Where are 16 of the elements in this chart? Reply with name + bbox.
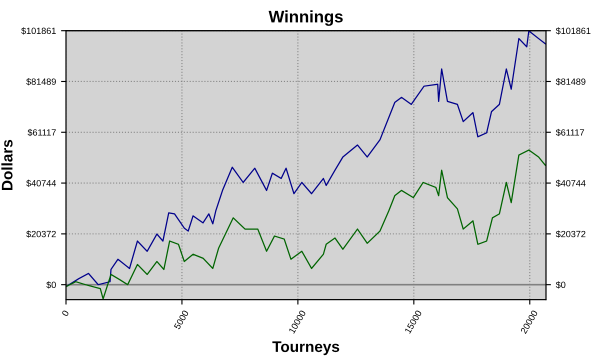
y-tick-label: $61117 [28, 128, 56, 136]
y2-tick-label: $20372 [556, 230, 586, 238]
y2-tick-label: $0 [556, 281, 566, 289]
chart-title: Winnings [268, 10, 343, 26]
x-axis-title: Tourneys [272, 341, 340, 356]
y2-tick-label: $81489 [556, 78, 586, 86]
y2-tick-label: $40744 [556, 180, 586, 187]
y-axis-title: Dollars [1, 140, 13, 190]
y-tick-label: $101861 [21, 27, 56, 35]
y-tick-label: $20372 [26, 230, 56, 238]
y2-tick-label: $61117 [556, 128, 584, 136]
y2-tick-label: $101861 [556, 27, 590, 35]
y-tick-label: $81489 [26, 78, 56, 86]
y-tick-label: $0 [46, 281, 56, 289]
y-tick-label: $40744 [26, 180, 56, 187]
x-tick-label: 0 [61, 310, 70, 317]
